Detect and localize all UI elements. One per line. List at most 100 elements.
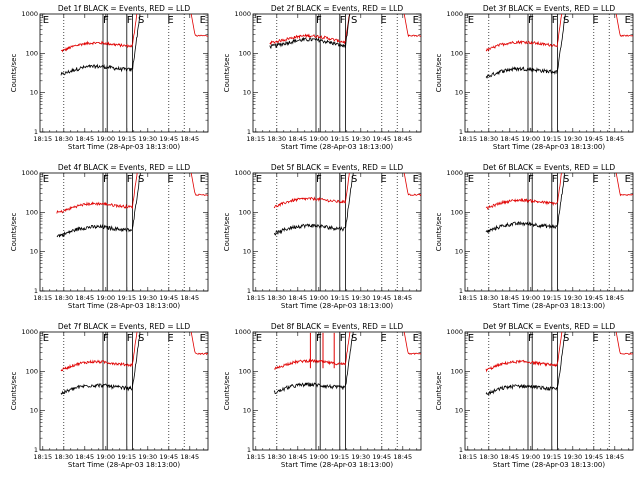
lld-series-line bbox=[190, 332, 208, 356]
x-tick-label: 18:30 bbox=[479, 294, 498, 302]
events-series-line bbox=[485, 332, 566, 397]
lld-series-line bbox=[190, 173, 208, 197]
x-tick-label: 19:00 bbox=[309, 135, 328, 143]
x-tick-label: 18:15 bbox=[458, 453, 477, 461]
flag-label: E bbox=[592, 333, 598, 344]
x-tick-label: 18:45 bbox=[180, 453, 199, 461]
flag-label: F bbox=[340, 174, 346, 185]
flag-label: F bbox=[316, 15, 322, 26]
y-tick-label: 1 bbox=[34, 446, 38, 454]
chart-panel: Det 2f BLACK = Events, RED = LLD 1 10 100 10… bbox=[223, 4, 422, 151]
x-tick-label: 19:15 bbox=[542, 135, 561, 143]
flag-label: F bbox=[127, 333, 133, 344]
flag-label: E bbox=[43, 174, 49, 185]
x-axis-label: Start Time (28-Apr-03 18:13:00) bbox=[281, 302, 393, 310]
x-tick-label: 18:30 bbox=[54, 453, 73, 461]
x-tick-label: 18:15 bbox=[33, 294, 52, 302]
x-tick-label: 19:00 bbox=[521, 453, 540, 461]
x-tick-label: 19:15 bbox=[117, 453, 136, 461]
x-tick-label: 19:30 bbox=[351, 294, 370, 302]
y-axis-label: Counts/sec bbox=[435, 54, 443, 93]
y-axis-label: Counts/sec bbox=[10, 372, 18, 411]
y-tick-label: 100 bbox=[451, 367, 463, 375]
flag-label: E bbox=[200, 174, 206, 185]
plot-frame bbox=[252, 331, 422, 451]
chart-panel: Det 8f BLACK = Events, RED = LLD 1 10 100 10… bbox=[223, 322, 422, 469]
y-axis-label: Counts/sec bbox=[10, 213, 18, 252]
x-tick-label: 19:15 bbox=[117, 135, 136, 143]
y-tick-label: 10 bbox=[455, 248, 463, 256]
flag-label: S bbox=[138, 174, 144, 185]
chart-panel: Det 4f BLACK = Events, RED = LLD 1 10 100 10… bbox=[10, 163, 209, 310]
plot-area bbox=[485, 14, 633, 132]
y-tick-label: 1 bbox=[247, 446, 251, 454]
flag-label: S bbox=[138, 333, 144, 344]
x-axis-label: Start Time (28-Apr-03 18:13:00) bbox=[281, 461, 393, 469]
x-tick-label: 18:45 bbox=[288, 294, 307, 302]
x-tick-label: 18:15 bbox=[246, 453, 265, 461]
x-tick-label: 19:45 bbox=[584, 135, 603, 143]
y-tick-label: 100 bbox=[26, 208, 38, 216]
chart-panel: Det 5f BLACK = Events, RED = LLD 1 10 100 10… bbox=[223, 163, 422, 310]
panel-title: Det 3f BLACK = Events, RED = LLD bbox=[483, 4, 616, 13]
flag-label: E bbox=[167, 15, 173, 26]
panel-title: Det 8f BLACK = Events, RED = LLD bbox=[271, 322, 404, 331]
x-tick-label: 18:30 bbox=[267, 453, 286, 461]
x-tick-label: 18:45 bbox=[180, 294, 199, 302]
y-axis-label: Counts/sec bbox=[223, 213, 231, 252]
flag-label: E bbox=[413, 15, 419, 26]
flag-label: F bbox=[340, 15, 346, 26]
x-tick-label: 19:30 bbox=[563, 135, 582, 143]
events-series-line bbox=[485, 14, 566, 79]
x-tick-label: 18:30 bbox=[267, 294, 286, 302]
y-tick-label: 10 bbox=[30, 89, 38, 97]
lld-series-line bbox=[485, 173, 562, 210]
flag-label: F bbox=[528, 174, 534, 185]
flag-label: E bbox=[413, 174, 419, 185]
plot-frame bbox=[39, 331, 209, 451]
x-axis-label: Start Time (28-Apr-03 18:13:00) bbox=[493, 302, 605, 310]
y-tick-label: 1000 bbox=[446, 169, 463, 177]
x-tick-label: 18:15 bbox=[458, 135, 477, 143]
x-tick-label: 19:15 bbox=[117, 294, 136, 302]
flag-label: E bbox=[256, 333, 262, 344]
y-tick-label: 100 bbox=[451, 208, 463, 216]
flag-label: E bbox=[468, 174, 474, 185]
flag-label: S bbox=[351, 15, 357, 26]
flag-label: F bbox=[528, 333, 534, 344]
x-tick-label: 19:45 bbox=[159, 294, 178, 302]
y-tick-label: 1 bbox=[247, 128, 251, 136]
flag-label: F bbox=[316, 333, 322, 344]
panel-title: Det 4f BLACK = Events, RED = LLD bbox=[58, 163, 191, 172]
plot-frame bbox=[39, 172, 209, 292]
y-tick-label: 1 bbox=[247, 287, 251, 295]
x-tick-label: 18:45 bbox=[393, 135, 412, 143]
y-tick-label: 10 bbox=[30, 248, 38, 256]
chart-panel: Det 1f BLACK = Events, RED = LLD 1 10 100 10… bbox=[10, 4, 209, 151]
y-tick-label: 100 bbox=[451, 49, 463, 57]
events-series-line bbox=[60, 14, 141, 76]
panel-title: Det 1f BLACK = Events, RED = LLD bbox=[58, 4, 191, 13]
plot-area bbox=[60, 14, 208, 132]
chart-panel: Det 7f BLACK = Events, RED = LLD 1 10 100 10… bbox=[10, 322, 209, 469]
y-tick-label: 1 bbox=[459, 287, 463, 295]
plot-area bbox=[273, 173, 421, 291]
flag-label: F bbox=[552, 174, 558, 185]
x-tick-label: 19:00 bbox=[309, 453, 328, 461]
x-tick-label: 19:00 bbox=[96, 135, 115, 143]
x-tick-label: 19:30 bbox=[563, 453, 582, 461]
x-tick-label: 18:45 bbox=[500, 453, 519, 461]
flag-label: E bbox=[256, 15, 262, 26]
lld-series-line bbox=[403, 332, 421, 356]
y-tick-label: 10 bbox=[243, 89, 251, 97]
y-tick-label: 100 bbox=[239, 367, 251, 375]
x-tick-label: 19:30 bbox=[138, 294, 157, 302]
flag-label: E bbox=[380, 174, 386, 185]
x-tick-label: 19:30 bbox=[138, 453, 157, 461]
x-tick-label: 18:45 bbox=[393, 453, 412, 461]
y-tick-label: 1 bbox=[34, 128, 38, 136]
x-tick-label: 18:45 bbox=[500, 135, 519, 143]
y-tick-label: 1000 bbox=[446, 10, 463, 18]
lld-series-line bbox=[190, 14, 208, 37]
x-tick-label: 18:45 bbox=[288, 453, 307, 461]
